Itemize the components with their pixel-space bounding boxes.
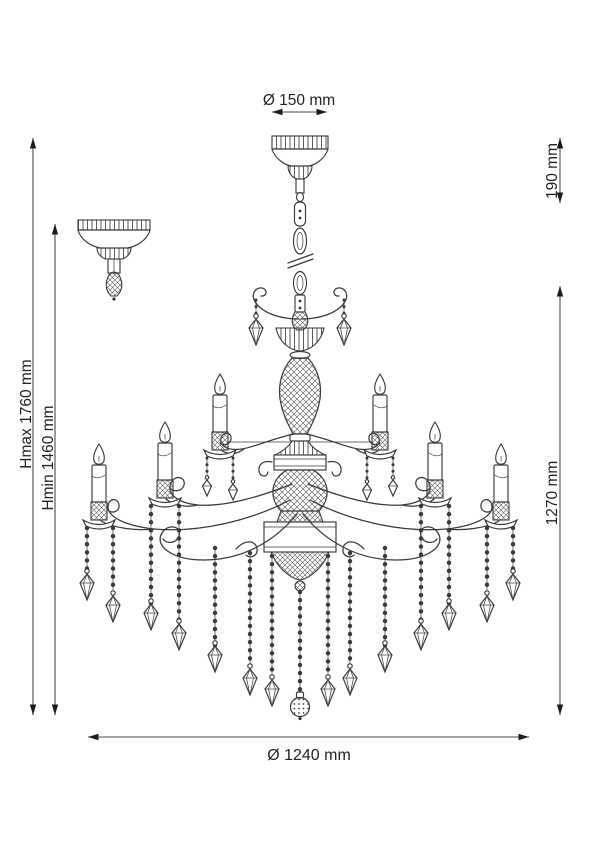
chain-break-mark [287,253,314,269]
left-half-arms-and-crystals [79,287,300,707]
candle-upper-inner [203,373,237,460]
crystal-chain [143,503,159,631]
suspension-height-label: 190 mm [544,143,561,199]
crystal-chain [242,550,258,696]
fixture-diameter-label: Ø 1240 mm [267,747,351,764]
canopy-diameter-label: Ø 150 mm [263,92,335,109]
dimension-fixture-height: 1270 mm [544,286,564,715]
ceiling-canopy [271,135,329,194]
right-half-mirror [301,288,520,706]
dimension-canopy-diameter: Ø 150 mm [263,92,335,116]
crystal-chain [207,545,223,673]
shortened-mount-detail [77,219,151,301]
crystal-chain [264,553,280,707]
suspension-chain [287,191,314,313]
dimension-suspension-height: 190 mm [544,138,564,203]
centre-column [263,311,337,592]
dimension-min-height: Hmin 1460 mm [40,224,59,715]
centre-bead-chain [295,589,305,699]
top-scroll-arm [248,287,300,346]
candle-outer [82,443,116,530]
crystal-chain [171,503,187,651]
crystal-chain [105,525,121,623]
dimension-max-height: Hmax 1760 mm [18,138,37,715]
max-height-label: Hmax 1760 mm [18,359,35,468]
crystal-chain [79,525,95,601]
dimension-fixture-diameter: Ø 1240 mm [88,733,529,764]
bobeche-drops [201,456,239,501]
candle-middle [148,421,182,508]
bottom-finial-ball [289,696,311,721]
min-height-label: Hmin 1460 mm [40,405,57,510]
crystal-pendant [248,313,264,346]
fixture-height-label: 1270 mm [544,461,561,526]
